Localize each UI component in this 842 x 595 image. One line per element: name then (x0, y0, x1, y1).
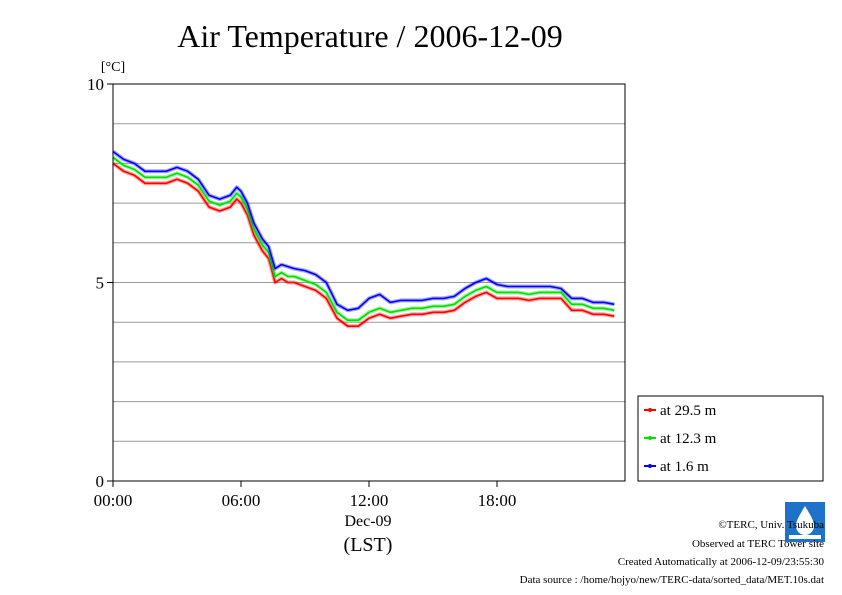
series-line-2 (112, 150, 615, 312)
legend-box (637, 395, 824, 482)
y-tick-label: 0 (96, 472, 105, 491)
copyright-text: ©TERC, Univ. Tsukuba (718, 519, 824, 531)
x-tick-label: 06:00 (222, 491, 261, 510)
chart-title: Air Temperature / 2006-12-09 (177, 18, 563, 54)
legend-marker (648, 464, 652, 468)
gridlines (113, 123, 625, 442)
legend-label: at 29.5 m (660, 403, 717, 419)
x-axis-label: (LST) (344, 534, 393, 556)
y-tick-label: 5 (96, 274, 105, 293)
date-label: Dec-09 (344, 513, 391, 530)
series-layer (111, 149, 615, 329)
created-timestamp-text: Created Automatically at 2006-12-09/23:5… (617, 556, 824, 568)
y-tick-label: 10 (87, 75, 104, 94)
series-line-1 (112, 156, 615, 322)
observed-site-text: Observed at TERC Tower site (691, 538, 824, 550)
x-tick-label: 12:00 (350, 491, 389, 510)
x-tick-label: 00:00 (94, 491, 133, 510)
legend-label: at 12.3 m (660, 431, 717, 447)
legend-label: at 1.6 m (660, 459, 709, 475)
legend-marker (648, 408, 652, 412)
legend: at 29.5 m at 12.3 m at 1.6 m (637, 395, 824, 482)
axis-ticks: 0 5 10 00:00 06:00 12:00 18:00 (87, 75, 516, 510)
legend-marker (648, 436, 652, 440)
series-line-0 (112, 162, 615, 328)
y-axis-label: [°C] (101, 60, 125, 75)
data-source-text: Data source : /home/hojyo/new/TERC-data/… (519, 574, 824, 586)
terc-logo-icon (785, 502, 825, 542)
x-tick-label: 18:00 (478, 491, 517, 510)
